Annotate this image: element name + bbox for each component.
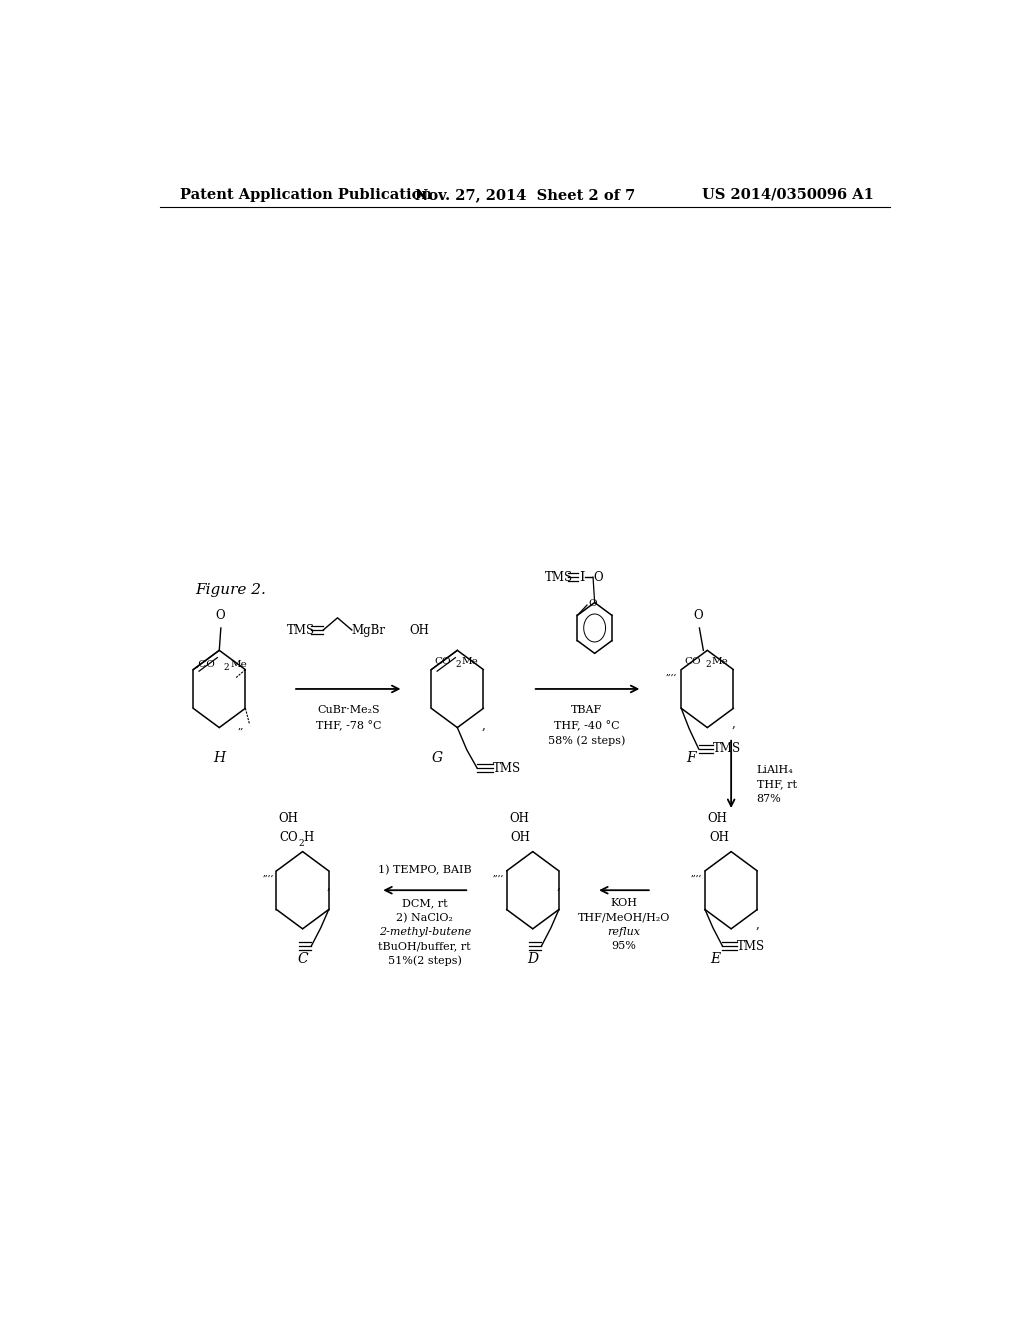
Text: TMS: TMS [287,623,314,636]
Text: D: D [527,952,539,966]
Text: TMS: TMS [494,762,521,775]
Text: 95%: 95% [611,941,637,950]
Text: OH: OH [708,812,727,825]
Text: 2: 2 [705,660,711,669]
Text: Figure 2.: Figure 2. [196,583,266,598]
Text: ,,,,: ,,,, [691,869,702,878]
Text: OH: OH [511,832,530,845]
Text: TMS: TMS [736,940,765,953]
Text: tBuOH/buffer, rt: tBuOH/buffer, rt [379,941,471,950]
Text: CO: CO [434,657,451,667]
Text: ,,,,: ,,,, [666,667,677,676]
Text: Nov. 27, 2014  Sheet 2 of 7: Nov. 27, 2014 Sheet 2 of 7 [415,187,635,202]
Text: Me: Me [230,660,247,669]
Text: Me: Me [712,657,728,667]
Text: 58% (2 steps): 58% (2 steps) [548,735,626,746]
Text: OH: OH [279,812,299,825]
Text: OH: OH [709,832,729,845]
Text: 2: 2 [299,838,304,847]
Text: DCM, rt: DCM, rt [402,899,447,908]
Text: THF/MeOH/H₂O: THF/MeOH/H₂O [578,912,670,923]
Text: ,,,,: ,,,, [262,869,274,878]
Text: THF, -78 °C: THF, -78 °C [315,721,381,731]
Text: 2: 2 [455,660,461,669]
Text: OH: OH [509,812,528,825]
Text: C: C [297,952,308,966]
Text: US 2014/0350096 A1: US 2014/0350096 A1 [702,187,873,202]
Text: 51%(2 steps): 51%(2 steps) [388,956,462,966]
Text: F: F [687,751,696,766]
Text: 2: 2 [223,663,229,672]
Text: ,,,,: ,,,, [493,869,504,878]
Text: ,CO: ,CO [196,660,215,669]
Text: E: E [711,952,720,966]
Text: G: G [432,751,443,766]
Text: KOH: KOH [610,899,638,908]
Text: O: O [589,598,597,607]
Text: O: O [215,609,225,622]
Text: ,: , [731,717,735,730]
Text: reflux: reflux [607,927,640,937]
Text: CO: CO [280,832,298,845]
Text: CO: CO [684,657,701,667]
Text: H: H [213,751,225,766]
Text: Patent Application Publication: Patent Application Publication [179,187,431,202]
Text: TMS: TMS [713,742,741,755]
Text: ,,: ,, [239,722,245,730]
Text: TBAF: TBAF [571,705,602,715]
Text: OH: OH [410,623,430,636]
Text: ,: , [327,879,331,892]
Text: ,: , [481,718,485,731]
Text: 2-methyl-butene: 2-methyl-butene [379,927,471,937]
Text: Me: Me [462,657,478,667]
Text: MgBr: MgBr [352,623,386,636]
Text: TMS: TMS [545,570,572,583]
Text: O: O [593,570,603,583]
Text: ,: , [756,917,759,931]
Text: CuBr·Me₂S: CuBr·Me₂S [317,705,380,715]
Text: ,: , [557,879,561,892]
Text: I: I [579,570,584,583]
Text: H: H [303,832,313,845]
Text: LiAlH₄: LiAlH₄ [757,766,794,775]
Text: O: O [693,609,702,622]
Text: THF, -40 °C: THF, -40 °C [554,721,620,731]
Text: 2) NaClO₂: 2) NaClO₂ [396,912,454,923]
Text: 1) TEMPO, BAIB: 1) TEMPO, BAIB [378,865,472,875]
Text: 87%: 87% [757,793,781,804]
Text: THF, rt: THF, rt [757,780,797,789]
